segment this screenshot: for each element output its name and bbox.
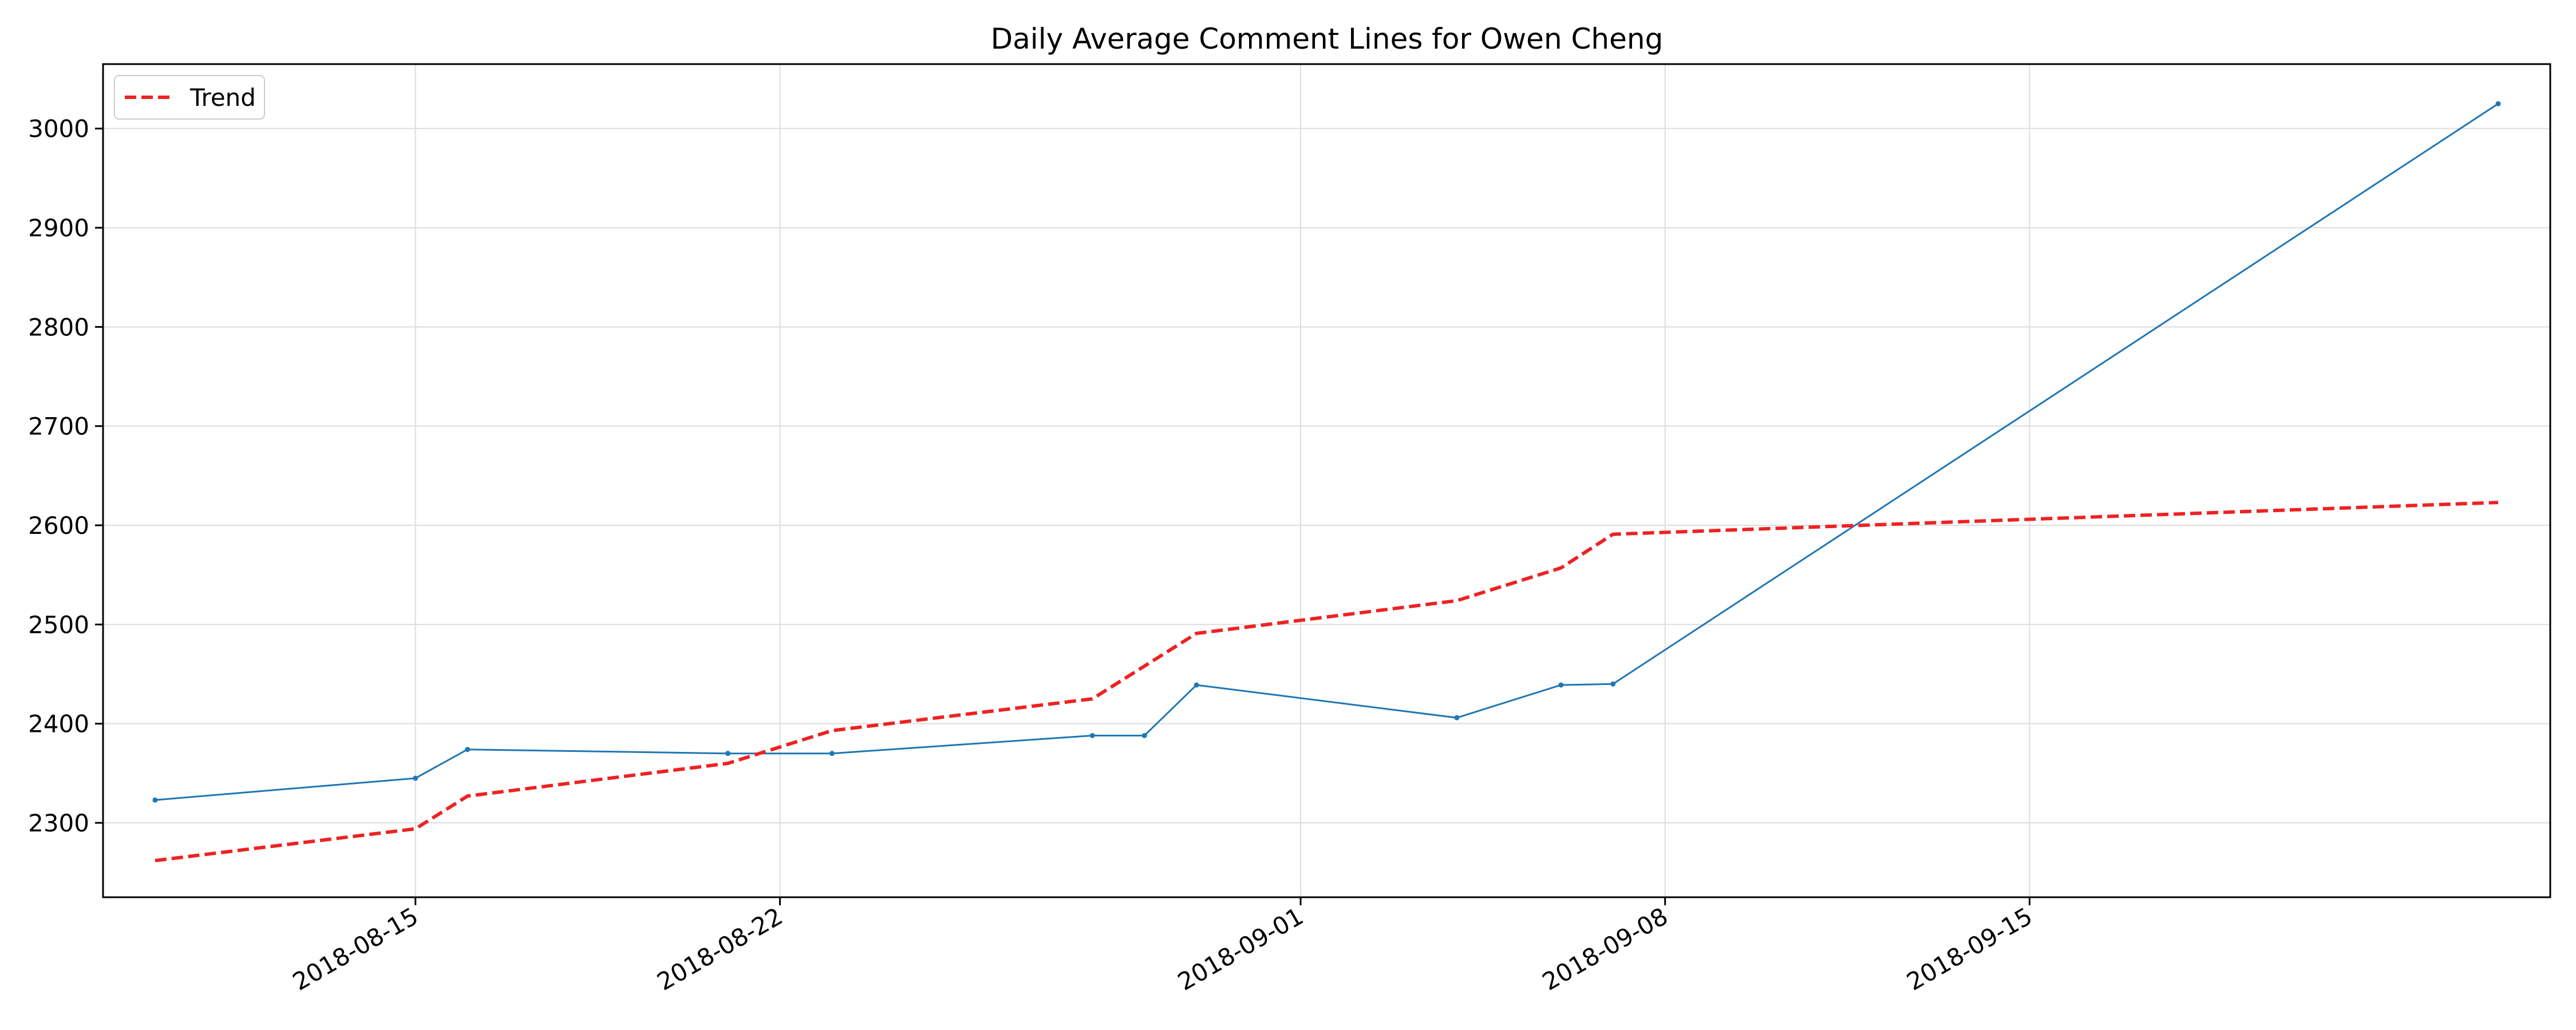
grid bbox=[103, 64, 2550, 897]
data-point bbox=[1558, 682, 1564, 688]
y-tick-label: 2900 bbox=[28, 214, 89, 242]
y-tick-label: 2300 bbox=[28, 809, 89, 837]
y-tick-label: 2700 bbox=[28, 413, 89, 441]
data-point bbox=[413, 775, 418, 781]
plot-frame bbox=[102, 63, 2551, 898]
series-line bbox=[155, 501, 2499, 862]
legend-box bbox=[114, 75, 265, 120]
data-point bbox=[1610, 681, 1616, 687]
chart-title: Daily Average Comment Lines for Owen Che… bbox=[991, 22, 1664, 56]
series-layer bbox=[152, 101, 2501, 862]
y-tick-label: 2400 bbox=[28, 710, 89, 738]
series-0 bbox=[152, 101, 2501, 803]
y-tick-label: 2600 bbox=[28, 512, 89, 540]
series-line bbox=[155, 103, 2499, 801]
series-1 bbox=[155, 501, 2499, 862]
data-point bbox=[465, 747, 471, 752]
data-point bbox=[1089, 732, 1095, 738]
legend: Trend bbox=[114, 75, 265, 120]
data-point bbox=[152, 797, 158, 803]
y-tick-label: 3000 bbox=[28, 115, 89, 143]
data-point bbox=[1141, 732, 1147, 738]
data-point bbox=[2495, 101, 2501, 106]
data-point bbox=[725, 751, 730, 756]
data-point bbox=[829, 751, 835, 756]
legend-label: Trend bbox=[189, 84, 256, 112]
y-tick-label: 2500 bbox=[28, 611, 89, 639]
data-point bbox=[1454, 715, 1460, 720]
data-point bbox=[1194, 682, 1199, 688]
y-tick-label: 2800 bbox=[28, 313, 89, 341]
